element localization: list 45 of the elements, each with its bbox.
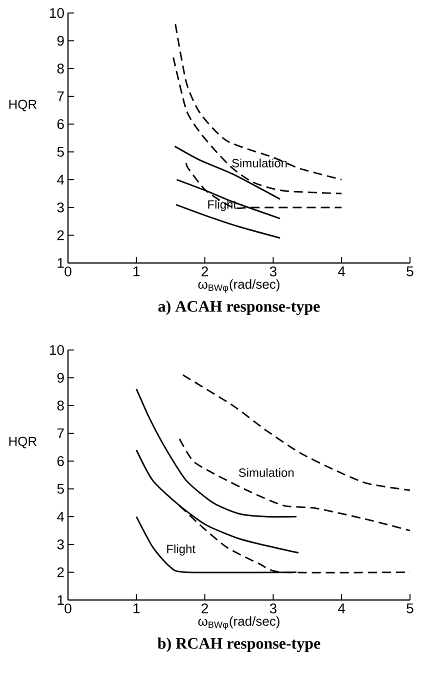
- y-tick-label: 7: [57, 428, 64, 438]
- y-tick-label: 8: [57, 64, 64, 74]
- text: a) ACAH response-type: [158, 300, 320, 316]
- line-series: [136, 388, 298, 518]
- y-tick-label: 5: [57, 147, 64, 157]
- y-tick-label: 3: [57, 202, 64, 212]
- x-tick-label: 0: [64, 604, 72, 614]
- y-tick-label: 1: [58, 258, 64, 268]
- x-tick-label: 1: [134, 604, 140, 614]
- y-tick-label: 5: [57, 484, 64, 494]
- y-tick-label: 2: [57, 567, 64, 578]
- line-series: [178, 438, 411, 532]
- x-axis-title: ω$_{BWφ}$(rad/sec): [198, 616, 280, 630]
- y-tick-label: 1: [58, 595, 64, 605]
- y-tick-label: 9: [57, 36, 64, 46]
- y-tick-label: 10: [50, 8, 64, 18]
- y-tick-label: 8: [57, 400, 64, 411]
- x-tick-label: 4: [338, 604, 346, 614]
- y-tick-label: 7: [57, 92, 64, 102]
- text: b) RCAH response-type: [158, 638, 320, 652]
- x-axis-title: ω$_{BWφ}$(rad/sec): [198, 279, 280, 293]
- y-tick-label: 2: [57, 230, 64, 240]
- y-tick-label: 3: [57, 539, 64, 550]
- y-tick-label: 6: [57, 456, 64, 466]
- x-tick-label: 3: [270, 604, 276, 614]
- y-tick-label: 9: [57, 372, 64, 383]
- x-tick-label: 2: [202, 604, 208, 614]
- line-series: [182, 374, 411, 492]
- x-tick-label: 5: [406, 604, 414, 614]
- annotation: Simulation: [238, 468, 294, 477]
- x-tick-label: 2: [202, 266, 208, 276]
- y-tick-label: 4: [57, 512, 64, 522]
- y-tick-label: 6: [57, 119, 64, 130]
- x-tick-label: 1: [134, 266, 140, 276]
- y-axis-title: HQR: [9, 436, 37, 448]
- x-tick-label: 0: [64, 266, 72, 276]
- x-tick-label: 5: [406, 266, 414, 276]
- x-tick-label: 4: [338, 266, 346, 276]
- line-series: [174, 23, 342, 180]
- x-tick-label: 3: [270, 266, 276, 276]
- y-axis-title: HQR: [9, 100, 37, 112]
- annotation: Simulation: [232, 158, 287, 168]
- y-tick-label: 10: [50, 345, 64, 355]
- annotation: Flight: [167, 544, 196, 556]
- y-tick-label: 4: [57, 174, 64, 184]
